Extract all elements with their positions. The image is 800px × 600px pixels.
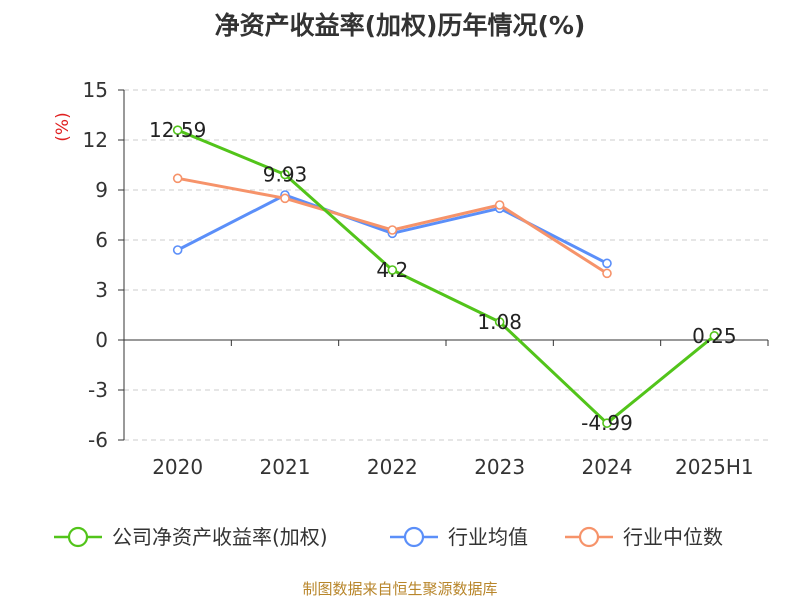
data-label: 4.2 bbox=[376, 258, 408, 282]
series-point bbox=[280, 193, 290, 204]
series-point bbox=[602, 258, 612, 269]
y-tick-label: -6 bbox=[88, 428, 108, 452]
series-point bbox=[494, 317, 505, 327]
series-point bbox=[602, 418, 612, 428]
series-point bbox=[494, 200, 505, 210]
y-tick-label: 3 bbox=[95, 278, 108, 302]
legend-label: 行业均值 bbox=[448, 525, 528, 549]
y-axis-unit-label: (%) bbox=[53, 112, 73, 141]
legend: 公司净资产收益率(加权) 行业均值 行业中位数 bbox=[54, 525, 723, 549]
series-point bbox=[172, 125, 183, 135]
legend-marker bbox=[403, 526, 425, 548]
data-labels: 12.59 9.93 4.2 1.08 -4.99 0.25 bbox=[149, 118, 737, 435]
series-point bbox=[387, 265, 398, 275]
y-tick-label: -3 bbox=[88, 378, 108, 402]
data-label: -4.99 bbox=[581, 411, 633, 435]
legend-label: 行业中位数 bbox=[623, 525, 723, 549]
series-point bbox=[172, 245, 183, 255]
x-tick-label: 2022 bbox=[367, 455, 418, 479]
chart-title: 净资产收益率(加权)历年情况(%) bbox=[214, 11, 586, 40]
y-tick-label: 9 bbox=[95, 178, 108, 202]
data-label: 9.93 bbox=[263, 163, 308, 187]
x-tick-label: 2021 bbox=[260, 455, 311, 479]
series-point bbox=[387, 225, 398, 235]
x-tick-label: 2025H1 bbox=[675, 455, 754, 479]
source-note: 制图数据来自恒生聚源数据库 bbox=[302, 580, 498, 598]
series-point bbox=[172, 173, 183, 184]
y-tick-label: 0 bbox=[95, 328, 108, 352]
legend-label: 公司净资产收益率(加权) bbox=[112, 525, 328, 549]
series-lines bbox=[172, 125, 720, 428]
y-tick-label: 15 bbox=[83, 78, 108, 102]
series-point bbox=[280, 169, 290, 180]
data-label: 1.08 bbox=[477, 310, 522, 334]
x-tick-label: 2020 bbox=[152, 455, 203, 479]
x-tick-label: 2024 bbox=[582, 455, 633, 479]
series-point bbox=[709, 331, 720, 341]
series-line bbox=[177, 128, 716, 425]
legend-marker bbox=[67, 526, 89, 548]
x-tick-label: 2023 bbox=[474, 455, 525, 479]
y-tick-label: 12 bbox=[83, 128, 108, 152]
legend-marker bbox=[578, 526, 600, 548]
data-label: 0.25 bbox=[692, 324, 737, 348]
y-tick-label: 6 bbox=[95, 228, 108, 252]
axes: -6 -3 0 3 6 9 12 15 2020 2021 2022 2023 2024 2025H1 bbox=[83, 78, 769, 479]
data-label: 12.59 bbox=[149, 118, 206, 142]
series-point bbox=[602, 268, 612, 279]
grid-lines bbox=[124, 89, 768, 441]
